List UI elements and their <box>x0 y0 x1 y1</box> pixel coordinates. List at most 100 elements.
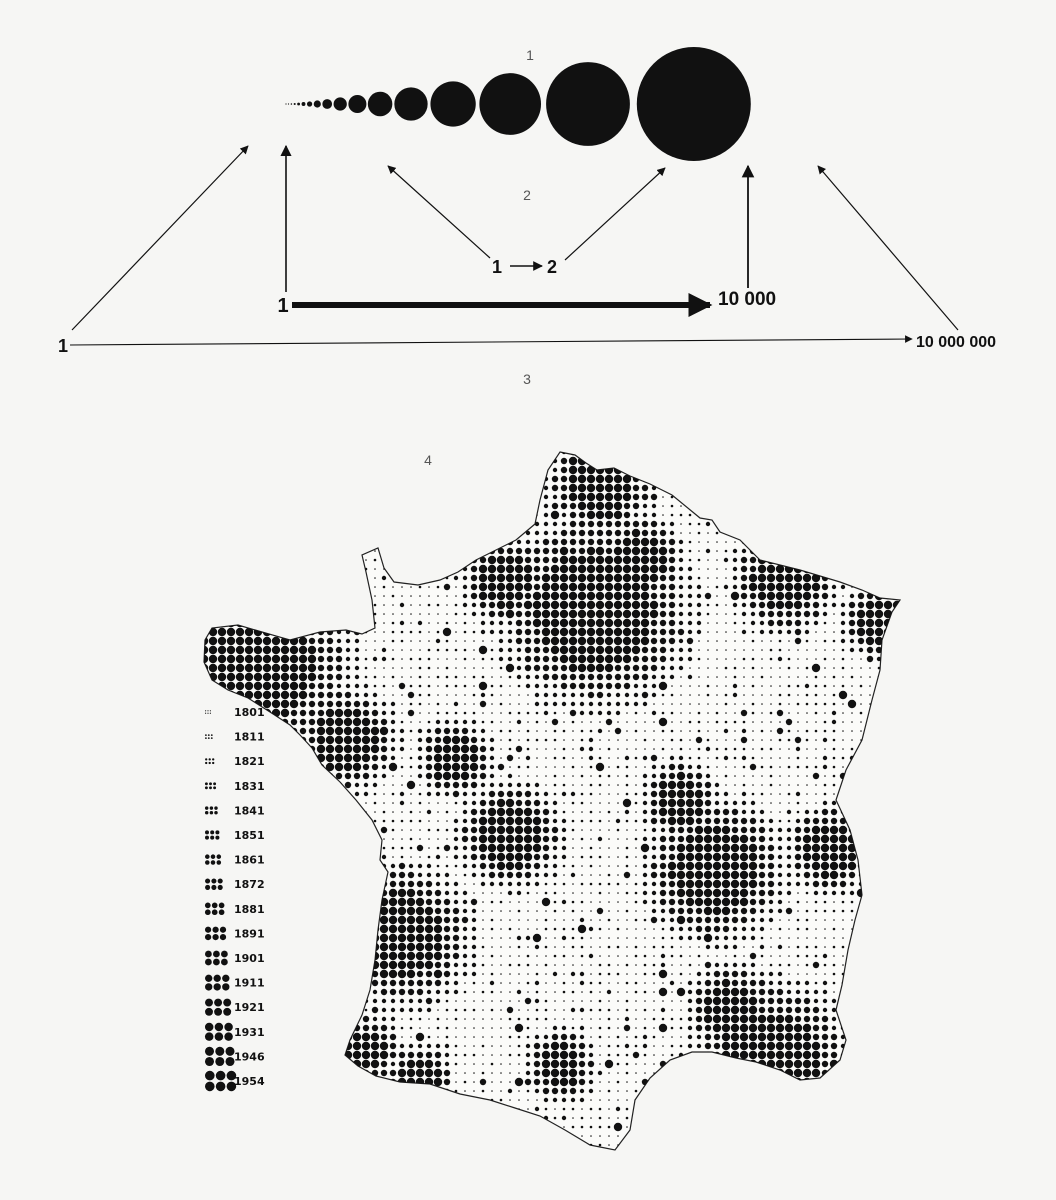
map-dot <box>470 808 478 816</box>
map-dot <box>626 955 628 957</box>
map-dot <box>498 530 504 536</box>
map-dot <box>500 982 502 984</box>
map-dot <box>525 782 531 788</box>
map-dot <box>751 756 755 760</box>
map-dot <box>514 591 524 601</box>
map-dot <box>525 881 531 887</box>
map-dot <box>895 540 899 544</box>
map-dot <box>551 538 559 546</box>
map-dot <box>686 907 694 915</box>
map-dot <box>518 919 520 921</box>
map-dot <box>776 997 784 1005</box>
map-dot <box>561 854 567 860</box>
map-dot <box>489 539 495 545</box>
map-dot <box>659 574 667 582</box>
map-dot <box>667 807 677 817</box>
map-dot <box>397 960 407 970</box>
map-dot <box>532 843 542 853</box>
map-dot <box>464 676 466 678</box>
map-dot <box>338 487 340 489</box>
map-dot <box>815 478 817 480</box>
map-dot <box>599 865 601 867</box>
map-dot <box>659 637 667 645</box>
map-dot <box>559 564 569 574</box>
map-dot <box>676 771 686 781</box>
map-dot <box>821 583 829 591</box>
map-dot <box>334 762 344 772</box>
map-dot <box>553 729 557 733</box>
map-dot <box>509 478 511 480</box>
map-dot <box>518 496 520 498</box>
map-dot <box>868 747 872 751</box>
map-dot <box>589 729 593 733</box>
map-dot <box>536 892 538 894</box>
map-dot <box>649 537 659 547</box>
map-dot <box>523 573 533 583</box>
map-dot <box>623 520 631 528</box>
map-dot <box>326 574 334 582</box>
map-dot <box>362 709 370 717</box>
map-dot <box>397 951 407 961</box>
map-dot <box>595 627 605 637</box>
map-dot <box>669 980 675 986</box>
map-dot <box>860 568 862 570</box>
map-dot <box>607 1008 611 1012</box>
map-dot <box>721 843 731 853</box>
map-dot <box>878 757 880 759</box>
map-dot <box>283 846 287 850</box>
map-dot <box>887 452 889 453</box>
map-dot <box>487 564 497 574</box>
map-dot <box>525 674 531 680</box>
map-dot <box>769 963 773 967</box>
map-dot <box>617 847 619 849</box>
map-dot <box>631 573 641 583</box>
map-dot <box>814 693 818 697</box>
map-dot <box>536 766 538 768</box>
map-dot <box>869 694 871 696</box>
map-dot <box>804 629 810 635</box>
map-dot <box>445 648 449 652</box>
map-dot <box>229 864 233 868</box>
map-dot <box>788 703 790 705</box>
map-dot <box>309 566 315 572</box>
map-dot <box>488 547 496 555</box>
map-dot <box>347 452 349 453</box>
map-dot <box>417 521 423 527</box>
map-dot <box>464 550 466 552</box>
map-dot <box>383 550 385 552</box>
map-dot <box>725 452 727 453</box>
map-dot <box>317 610 325 618</box>
map-dot <box>284 955 286 957</box>
map-dot <box>749 907 757 915</box>
map-dot <box>625 909 629 913</box>
map-dot <box>534 692 540 698</box>
map-dot <box>325 762 335 772</box>
map-dot <box>662 452 664 453</box>
map-dot <box>797 487 799 489</box>
map-dot <box>822 890 828 896</box>
map-dot <box>523 834 533 844</box>
map-dot <box>399 998 405 1004</box>
map-dot <box>523 807 533 817</box>
map-dot <box>444 890 450 896</box>
map-dot <box>892 627 900 637</box>
map-dot <box>622 627 632 637</box>
map-dot <box>752 649 754 651</box>
size-circle <box>430 81 476 127</box>
map-dot <box>878 982 880 984</box>
map-dot <box>662 982 664 984</box>
map-dot <box>274 882 278 886</box>
map-dot <box>373 540 377 544</box>
map-dot <box>867 827 873 833</box>
map-dot <box>723 944 729 950</box>
map-dot <box>608 838 610 840</box>
map-dot <box>221 946 223 948</box>
map-dot <box>814 702 818 706</box>
map-dot <box>446 514 448 516</box>
map-dot <box>311 874 313 876</box>
map-dot <box>577 627 587 637</box>
map-dot <box>489 629 495 635</box>
map-dot <box>536 955 538 957</box>
map-dot <box>264 755 270 761</box>
map-dot <box>580 945 584 949</box>
